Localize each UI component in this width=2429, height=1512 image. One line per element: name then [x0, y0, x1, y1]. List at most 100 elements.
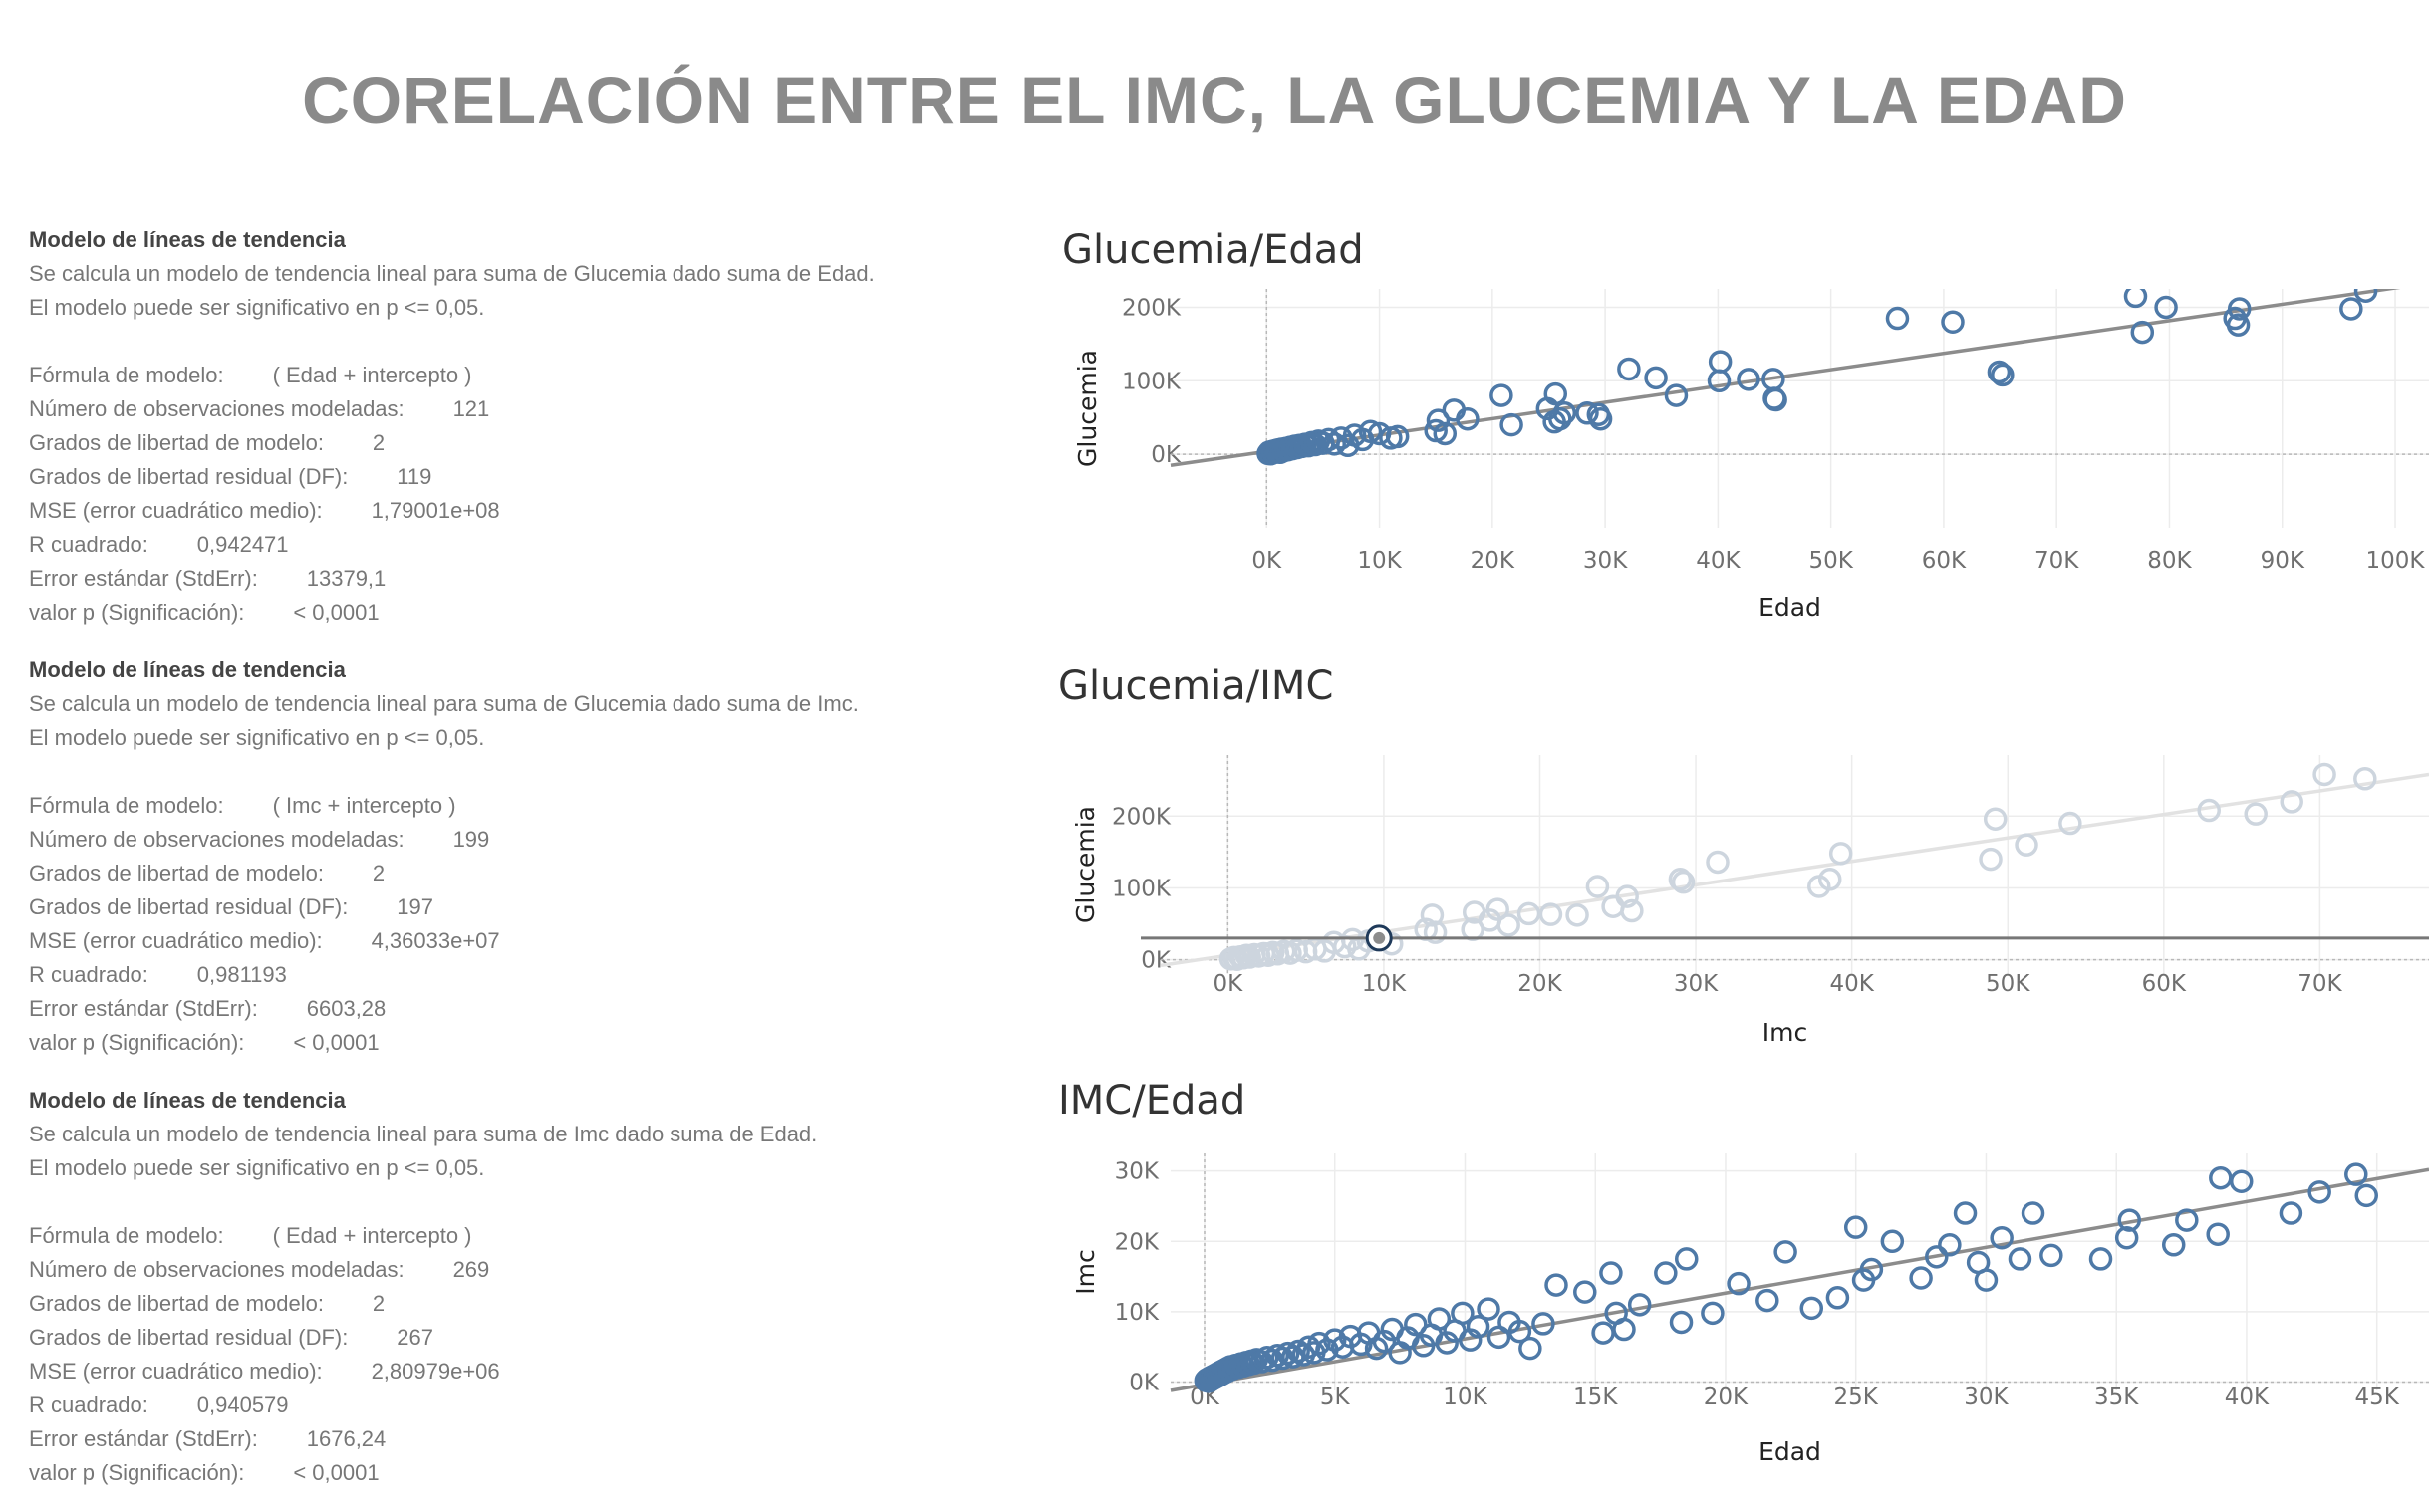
- trend-line[interactable]: [1170, 1167, 2429, 1392]
- data-point[interactable]: [2088, 1247, 2113, 1271]
- data-point[interactable]: [2280, 790, 2303, 814]
- data-point[interactable]: [1708, 350, 1733, 374]
- data-point[interactable]: [2008, 1247, 2032, 1271]
- data-point[interactable]: [2229, 1169, 2254, 1193]
- data-point[interactable]: [1543, 381, 1568, 406]
- data-point[interactable]: [1859, 1257, 1884, 1282]
- data-point[interactable]: [1987, 360, 2012, 384]
- data-point[interactable]: [1990, 1225, 2014, 1250]
- data-point[interactable]: [1599, 1261, 1623, 1285]
- data-point[interactable]: [1737, 368, 1760, 391]
- data-point[interactable]: [1477, 1297, 1500, 1321]
- data-point[interactable]: [1552, 401, 1577, 425]
- data-point[interactable]: [1706, 850, 1730, 875]
- data-point[interactable]: [2114, 1225, 2139, 1250]
- data-point[interactable]: [1507, 1319, 1532, 1344]
- data-point[interactable]: [1664, 383, 1689, 407]
- data-point[interactable]: [1518, 1336, 1542, 1361]
- data-point[interactable]: [2344, 1162, 2368, 1186]
- data-point[interactable]: [1941, 310, 1965, 334]
- scatter-chart-glucemia-edad[interactable]: 0K 10K 20K 30K 40K 50K 60K 70K 80K 90K 100K0K100K2…: [1056, 289, 2429, 628]
- data-point[interactable]: [1654, 1261, 1678, 1285]
- data-point[interactable]: [2244, 802, 2268, 826]
- data-point[interactable]: [1435, 1331, 1459, 1355]
- data-point[interactable]: [1531, 1312, 1555, 1336]
- data-point[interactable]: [1496, 913, 1520, 937]
- data-point[interactable]: [1799, 1296, 1824, 1321]
- data-point[interactable]: [1573, 1280, 1597, 1304]
- data-point[interactable]: [1499, 412, 1523, 437]
- data-point[interactable]: [1404, 1312, 1428, 1337]
- data-point[interactable]: [1817, 868, 1842, 891]
- data-point[interactable]: [1433, 421, 1458, 446]
- data-point[interactable]: [1644, 366, 1668, 390]
- data-point[interactable]: [1627, 1293, 1652, 1317]
- data-point[interactable]: [1423, 920, 1448, 944]
- data-point[interactable]: [1485, 897, 1509, 921]
- data-point[interactable]: [1668, 868, 1693, 891]
- data-point[interactable]: [1909, 1266, 1933, 1290]
- data-point[interactable]: [1466, 1314, 1490, 1339]
- data-point[interactable]: [2279, 1201, 2303, 1225]
- data-point[interactable]: [1979, 847, 2003, 872]
- data-point[interactable]: [2123, 289, 2148, 309]
- data-point[interactable]: [1828, 842, 1853, 866]
- data-point[interactable]: [2058, 811, 2082, 836]
- data-point[interactable]: [1516, 901, 1541, 926]
- data-point[interactable]: [1372, 1329, 1397, 1354]
- data-point[interactable]: [1974, 1268, 1999, 1292]
- data-point[interactable]: [1763, 387, 1787, 412]
- data-point[interactable]: [2015, 833, 2038, 857]
- data-point[interactable]: [1548, 406, 1572, 431]
- data-point[interactable]: [1701, 1301, 1725, 1326]
- data-point[interactable]: [1843, 1215, 1868, 1239]
- data-point[interactable]: [1727, 1271, 1751, 1296]
- data-point[interactable]: [1544, 1273, 1568, 1297]
- data-point[interactable]: [2227, 297, 2252, 321]
- data-point[interactable]: [1615, 884, 1639, 908]
- data-point[interactable]: [1675, 1247, 1699, 1271]
- data-point[interactable]: [2353, 767, 2377, 791]
- data-point[interactable]: [1420, 903, 1445, 927]
- data-point[interactable]: [1426, 408, 1451, 432]
- data-point[interactable]: [1451, 1301, 1475, 1326]
- data-point[interactable]: [1575, 401, 1599, 425]
- data-point[interactable]: [1953, 1201, 1978, 1225]
- data-point[interactable]: [1671, 870, 1696, 894]
- data-point[interactable]: [1585, 875, 1610, 898]
- data-point[interactable]: [1385, 424, 1410, 449]
- data-point[interactable]: [1669, 1310, 1694, 1335]
- data-point[interactable]: [1620, 898, 1644, 923]
- data-point[interactable]: [2312, 762, 2336, 787]
- data-point[interactable]: [1880, 1229, 1905, 1254]
- data-point[interactable]: [1588, 406, 1613, 431]
- data-point[interactable]: [1773, 1240, 1797, 1264]
- data-point[interactable]: [2307, 1180, 2331, 1204]
- data-point[interactable]: [1612, 1317, 1636, 1342]
- data-point[interactable]: [2154, 295, 2178, 320]
- data-point[interactable]: [1489, 383, 1513, 407]
- data-point[interactable]: [1565, 903, 1589, 927]
- data-point[interactable]: [1538, 902, 1563, 926]
- data-point[interactable]: [1755, 1288, 1779, 1313]
- data-point[interactable]: [2354, 1183, 2378, 1208]
- data-point[interactable]: [2226, 313, 2251, 337]
- data-point[interactable]: [2339, 297, 2363, 321]
- data-point[interactable]: [1925, 1245, 1949, 1269]
- data-point[interactable]: [2175, 1208, 2199, 1232]
- data-point[interactable]: [2117, 1208, 2142, 1232]
- scatter-chart-imc-edad[interactable]: 0K 5K 10K 15K 20K 25K 30K 35K 40K 45K0K10K20K30KE…: [1056, 1143, 2429, 1494]
- data-point[interactable]: [1427, 1307, 1452, 1331]
- data-point[interactable]: [2353, 289, 2378, 303]
- scatter-chart-glucemia-imc[interactable]: 0K 10K 20K 30K 40K 50K 60K 70K 0K 100K 200K Imc Gluc…: [1056, 725, 2429, 1054]
- data-point[interactable]: [1591, 1321, 1615, 1345]
- data-point[interactable]: [1322, 432, 1346, 456]
- data-point[interactable]: [1938, 1233, 1962, 1257]
- data-point[interactable]: [2161, 1233, 2186, 1257]
- data-point[interactable]: [1983, 807, 2008, 831]
- data-point[interactable]: [1825, 1286, 1850, 1310]
- data-point[interactable]: [2206, 1222, 2230, 1246]
- data-point[interactable]: [2021, 1201, 2045, 1225]
- data-point[interactable]: [2130, 320, 2155, 345]
- data-point[interactable]: [1617, 357, 1641, 381]
